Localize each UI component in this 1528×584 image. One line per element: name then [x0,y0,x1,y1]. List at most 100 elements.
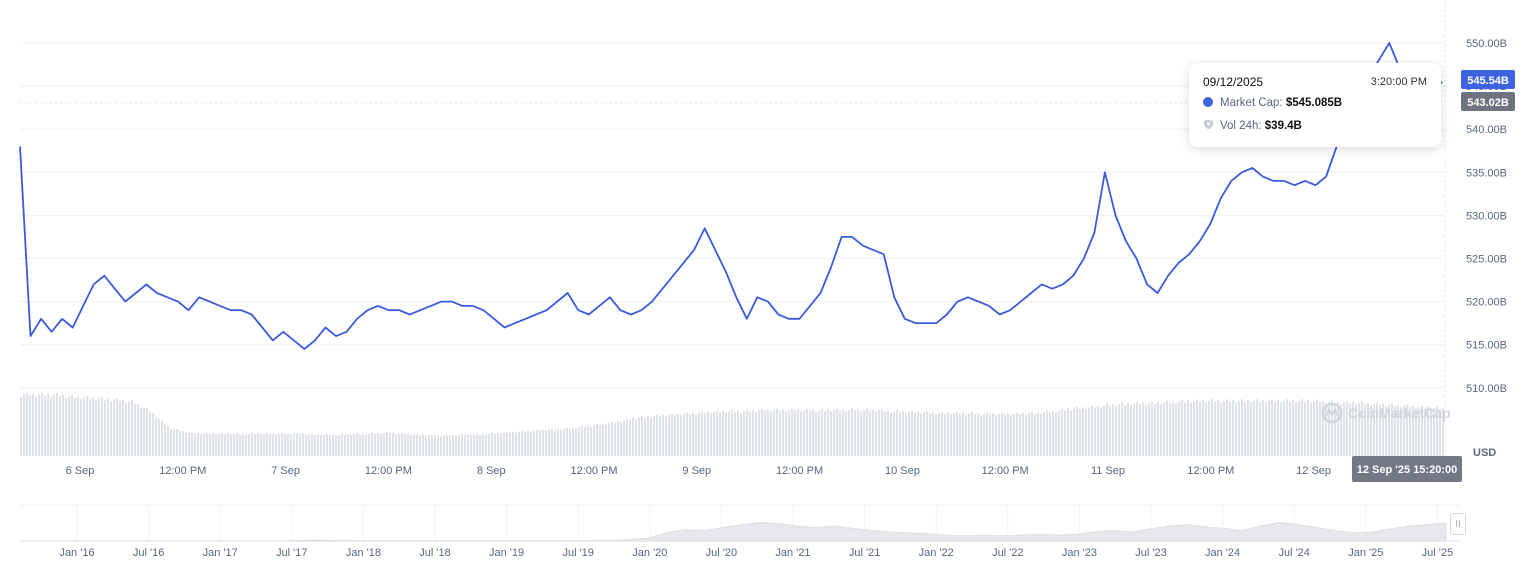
volume-bar [1322,400,1325,456]
volume-bar [944,413,947,456]
volume-bar [74,397,77,456]
volume-bar [1241,399,1244,456]
volume-bar [1223,400,1226,456]
volume-bar [1205,402,1208,456]
volume-bar [1052,410,1055,456]
volume-bar [1091,405,1094,456]
volume-bar [440,435,443,456]
volume-bar [1118,404,1121,456]
volume-bar [359,434,362,456]
volume-bar [155,417,158,456]
volume-bar [263,433,266,456]
volume-bar [170,428,173,456]
x-tick-label: 6 Sep [66,465,95,477]
volume-bar [860,411,863,456]
volume-bar [548,429,551,456]
volume-bar [782,409,785,456]
volume-bar [1025,414,1028,456]
volume-bar [578,427,581,456]
volume-bar [749,411,752,456]
volume-bar [182,431,185,456]
volume-bar [488,433,491,456]
volume-bar [1055,412,1058,456]
x-tick-label: 12:00 PM [365,465,412,477]
x-tick-label: 12 Sep [1296,465,1331,477]
volume-bar [1376,402,1379,456]
volume-bar [629,419,632,456]
volume-bar [797,409,800,456]
volume-bar [494,433,497,456]
volume-bar [302,433,305,456]
navigator-area [20,521,1447,542]
volume-bar [1214,401,1217,456]
navigator-tick-label: Jul '22 [992,547,1023,559]
volume-bar [620,421,623,456]
y-tick-label: 530.00B [1466,210,1507,222]
volume-bar [572,427,575,456]
volume-bar [443,435,446,456]
volume-bar [800,411,803,456]
volume-bar [1415,408,1418,456]
volume-bar [1247,400,1250,456]
volume-bar [1265,402,1268,456]
volume-bar [689,414,692,456]
navigator[interactable]: Jan '16 Jul '16 Jan '17 Jul '17 Jan '18 Jul '… [20,504,1460,559]
volume-bar [527,430,530,456]
volume-bar [560,429,563,456]
volume-bar [1040,414,1043,456]
volume-bar [269,434,272,456]
volume-bar [200,434,203,456]
volume-bar [209,433,212,456]
volume-bar [125,402,128,456]
volume-bar [146,408,149,456]
volume-bar [1304,401,1307,456]
volume-bar [107,398,110,456]
volume-bar [230,434,233,456]
volume-bar [416,433,419,456]
volume-bar [977,412,980,456]
volume-bar [362,433,365,456]
volume-bar [581,425,584,456]
volume-bar [242,433,245,456]
volume-bar [542,429,545,456]
volume-bar [275,434,278,456]
volume-bar [482,433,485,456]
volume-bar [332,434,335,456]
volume-bar [92,397,95,456]
volume-bar [449,435,452,456]
volume-bar [158,418,161,456]
volume-bar [1136,401,1139,456]
volume-bar [1184,402,1187,456]
volume-bar [404,434,407,456]
volume-bar [329,435,332,456]
volume-bar [350,434,353,456]
volume-bar [863,409,866,456]
volume-bar [635,419,638,456]
volume-bar [281,433,284,456]
navigator-tick-label: Jan '17 [203,547,238,559]
volume-bar [458,435,461,456]
volume-bar [950,414,953,456]
navigator-drag-handle[interactable] [1450,513,1466,535]
volume-bar [773,410,776,456]
volume-bar [1064,410,1067,456]
volume-bar [695,414,698,456]
hover-tooltip: 09/12/2025 3:20:00 PM Market Cap: $545.0… [1189,63,1441,147]
y-tick-label: 550.00B [1466,38,1507,50]
volume-bar [509,432,512,456]
hover-time-badge [1352,456,1462,482]
badges: 545.54B 543.02B 12 Sep '25 15:20:00 [1352,70,1515,482]
x-tick-label: 7 Sep [271,465,300,477]
market-cap-line [19,42,1443,350]
volume-bar [167,426,170,456]
navigator-tick-label: Jul '20 [706,547,737,559]
volume-bar [194,433,197,456]
volume-bar [1124,404,1127,456]
y-tick-label: 515.00B [1466,340,1507,352]
navigator-tick-label: Jan '24 [1205,547,1240,559]
volume-bar [71,394,74,456]
navigator-tick-label: Jan '19 [489,547,524,559]
volume-bar [1169,402,1172,456]
volume-bar [299,434,302,456]
